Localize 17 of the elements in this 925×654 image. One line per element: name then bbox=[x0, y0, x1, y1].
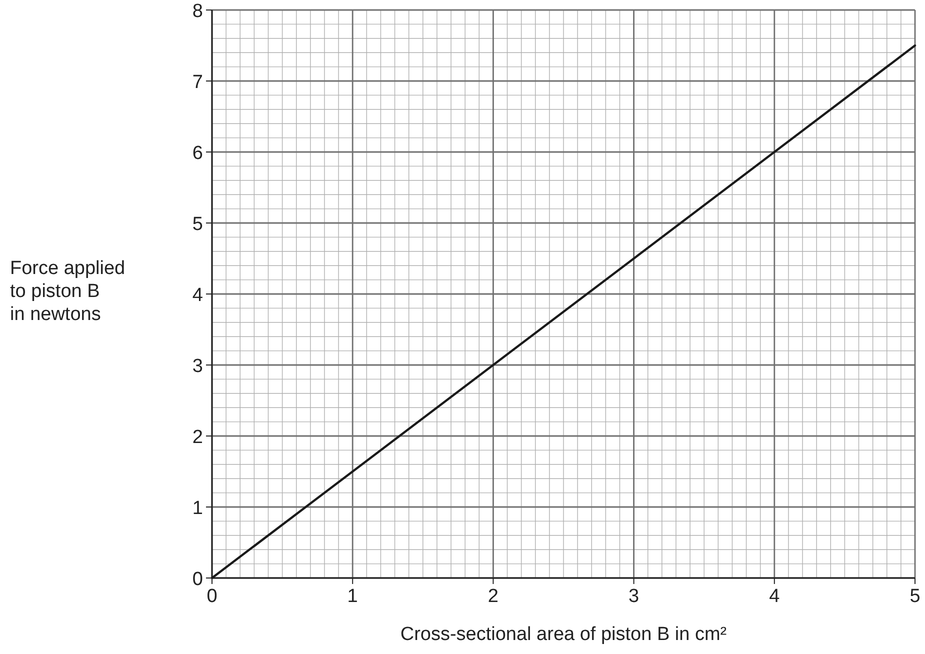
x-tick-label: 2 bbox=[488, 586, 498, 607]
y-tick-label: 7 bbox=[192, 72, 203, 93]
y-tick-label: 2 bbox=[192, 427, 203, 448]
x-tick-label: 0 bbox=[206, 586, 218, 607]
y-axis-title: Force applied to piston B in newtons bbox=[10, 258, 126, 325]
y-tick-label: 8 bbox=[192, 1, 203, 22]
y-tick-label: 3 bbox=[192, 356, 203, 377]
x-tick-label: 5 bbox=[910, 586, 920, 607]
y-tick-label: 1 bbox=[192, 498, 203, 519]
y-tick-label: 5 bbox=[192, 214, 203, 235]
x-tick-label: 4 bbox=[769, 586, 780, 607]
x-axis-title: Cross-sectional area of piston B in cm² bbox=[400, 624, 727, 645]
y-tick-label: 0 bbox=[192, 569, 203, 590]
y-tick-label: 4 bbox=[192, 285, 204, 306]
x-tick-label: 1 bbox=[347, 586, 358, 607]
y-tick-label: 6 bbox=[192, 143, 203, 164]
x-tick-label: 3 bbox=[628, 586, 640, 607]
